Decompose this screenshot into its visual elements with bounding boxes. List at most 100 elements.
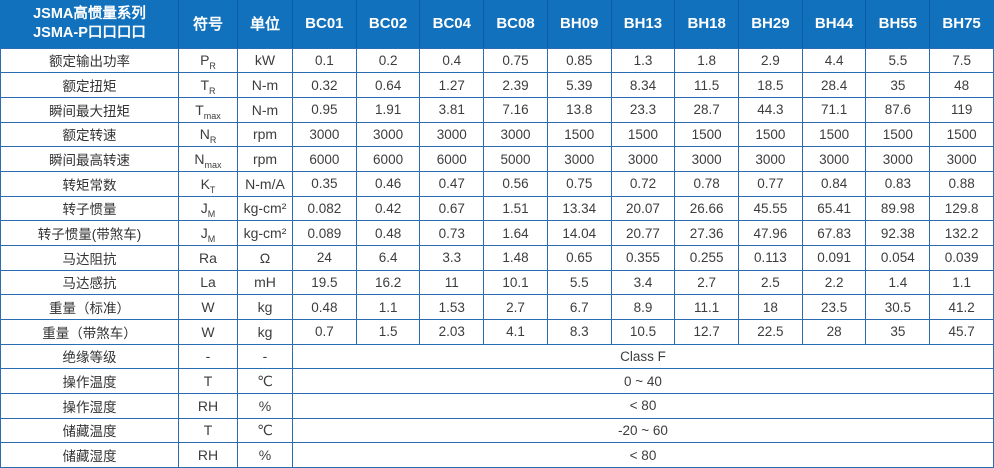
unit-cell: N-m [237, 72, 293, 98]
spec-row-label: 转子惯量(带煞车) [0, 220, 179, 246]
value-cell: 1500 [738, 121, 803, 148]
spec-row-label: 重量（带煞车） [0, 318, 179, 345]
value-cell: 3.4 [610, 269, 676, 296]
value-cell: 11.1 [674, 294, 740, 320]
spec-row: 瞬间最大扭矩 Tmax N-m 0.95 1.91 3.81 7.16 13.8 23.3 28.… [0, 96, 994, 123]
value-cell: 71.1 [801, 96, 867, 123]
value-cell: 20.07 [610, 195, 676, 222]
spec-row-label: 储藏温度 [0, 417, 179, 444]
value-cell: 0.65 [546, 244, 612, 271]
value-cell: 0.4 [419, 47, 485, 74]
symbol-main: - [205, 348, 211, 365]
value-cell: 10.5 [610, 318, 676, 345]
spec-row: 额定扭矩 TR N-m 0.32 0.64 1.27 2.39 5.39 8.34 11.5 18.… [0, 72, 994, 98]
value-cell: 8.34 [610, 72, 676, 98]
value-cell: 14.04 [546, 220, 612, 246]
value-cell: 2.03 [419, 318, 485, 345]
value-cell: 1.64 [483, 220, 548, 246]
spec-row: 绝缘等级 - - Class F [0, 343, 994, 370]
symbol-cell: - [178, 343, 238, 370]
value-cell: 0.42 [355, 195, 421, 222]
table-title-line2: JSMA-P口口口口 [33, 24, 146, 41]
unit-column-header: 单位 [237, 0, 293, 49]
value-cell: 24 [292, 244, 357, 271]
unit-cell: kW [237, 47, 293, 74]
symbol-main: J [200, 225, 208, 242]
value-cell: 22.5 [738, 318, 803, 345]
value-cell: 23.3 [610, 96, 676, 123]
symbol-cell: T [178, 417, 238, 444]
value-cell: 13.8 [546, 96, 612, 123]
model-column-header: BH18 [674, 0, 740, 49]
spec-row: 转子惯量 JM kg-cm² 0.082 0.42 0.67 1.51 13.34 20.07 2… [0, 195, 994, 222]
value-cell: 20.77 [610, 220, 676, 246]
symbol-main: RH [197, 397, 219, 414]
spec-row: 转矩常数 KT N-m/A 0.35 0.46 0.47 0.56 0.75 0.72 0.78 0… [0, 170, 994, 197]
symbol-main: T [203, 422, 213, 439]
value-cell: 1.3 [610, 47, 676, 74]
value-cell: 35 [865, 318, 931, 345]
symbol-main: W [201, 299, 215, 316]
value-cell: 92.38 [865, 220, 931, 246]
model-column-header: BH13 [610, 0, 676, 49]
spec-row-label: 重量（标准） [0, 294, 179, 320]
symbol-cell: JM [178, 195, 238, 222]
value-cell: 5.5 [546, 269, 612, 296]
value-cell: 7.5 [929, 47, 994, 74]
value-cell: 0.46 [355, 170, 421, 197]
value-cell: 4.1 [483, 318, 548, 345]
value-cell: 129.8 [929, 195, 994, 222]
spec-row-label: 绝缘等级 [0, 343, 179, 370]
value-cell: 0.2 [355, 47, 421, 74]
value-cell: 3000 [738, 146, 803, 172]
model-column-header: BH75 [929, 0, 994, 49]
value-cell: 5000 [483, 146, 548, 172]
symbol-main: K [200, 175, 210, 192]
value-cell: 0.039 [929, 244, 994, 271]
spec-row: 额定输出功率 PR kW 0.1 0.2 0.4 0.75 0.85 1.3 1.8 2.9 4.4 5… [0, 47, 994, 74]
symbol-subscript: T [209, 184, 216, 195]
value-cell: 3000 [929, 146, 994, 172]
spec-row-label: 储藏湿度 [0, 442, 179, 468]
value-cell: 0.113 [738, 244, 803, 271]
symbol-main: J [200, 200, 208, 217]
symbol-main: Ra [199, 249, 217, 266]
spec-row: 额定转速 NR rpm 3000 3000 3000 3000 1500 1500 1500 150… [0, 121, 994, 148]
symbol-main: N [194, 151, 205, 168]
value-cell: 0.47 [419, 170, 485, 197]
value-cell: 2.39 [483, 72, 548, 98]
value-cell: 0.32 [292, 72, 357, 98]
value-cell: 0.355 [610, 244, 676, 271]
value-cell: 2.2 [801, 269, 867, 296]
value-cell: 1.4 [865, 269, 931, 296]
unit-cell: - [237, 343, 293, 370]
value-cell: 5.5 [865, 47, 931, 74]
value-cell: 3000 [546, 146, 612, 172]
unit-cell: rpm [237, 146, 293, 172]
value-cell: 1.91 [355, 96, 421, 123]
spec-row-label: 额定转速 [0, 121, 179, 148]
unit-cell: rpm [237, 121, 293, 148]
spec-row: 瞬间最高转速 Nmax rpm 6000 6000 6000 5000 3000 3000 300… [0, 146, 994, 172]
value-cell: 0.88 [929, 170, 994, 197]
value-cell: 6.7 [546, 294, 612, 320]
unit-cell: N-m/A [237, 170, 293, 197]
spec-row-label: 操作温度 [0, 368, 179, 394]
symbol-column-header: 符号 [178, 0, 238, 49]
value-cell: 1.51 [483, 195, 548, 222]
value-cell: 0.83 [865, 170, 931, 197]
symbol-cell: PR [178, 47, 238, 74]
value-cell: 1.48 [483, 244, 548, 271]
value-cell: 2.7 [483, 294, 548, 320]
model-column-header: BH29 [738, 0, 803, 49]
value-cell: 45.55 [738, 195, 803, 222]
value-cell: 0.255 [674, 244, 740, 271]
symbol-cell: JM [178, 220, 238, 246]
symbol-cell: Ra [178, 244, 238, 271]
value-cell: 0.48 [355, 220, 421, 246]
value-cell: 8.9 [610, 294, 676, 320]
value-cell: 89.98 [865, 195, 931, 222]
spec-row: 储藏温度 T ℃ -20 ~ 60 [0, 417, 994, 444]
symbol-subscript: R [209, 135, 217, 146]
